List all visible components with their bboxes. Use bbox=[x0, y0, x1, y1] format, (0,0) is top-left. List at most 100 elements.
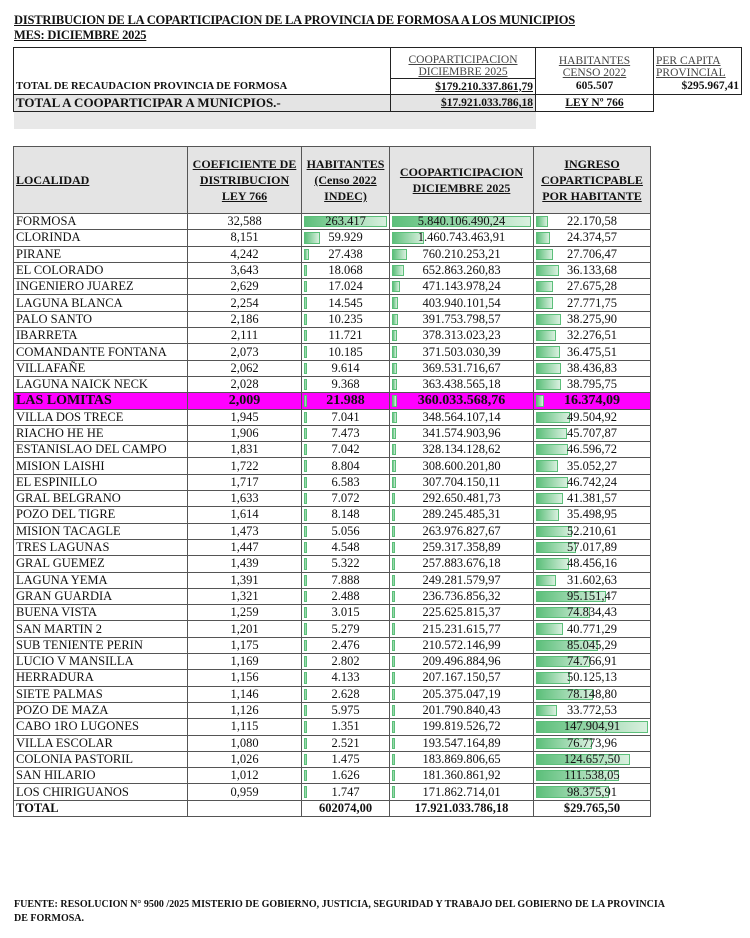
cell-value: 341.574.903,96 bbox=[422, 426, 501, 440]
cell-value: 11.721 bbox=[328, 328, 363, 343]
cell-ing: 50.125,13 bbox=[533, 669, 651, 687]
cell-value: 147.904,91 bbox=[563, 719, 621, 734]
cell-value: 5.279 bbox=[331, 621, 360, 636]
cell-coop: 183.869.806,65 bbox=[389, 750, 534, 769]
cell-loc: LAS LOMITAS bbox=[13, 392, 188, 410]
cell-ing: 35.498,95 bbox=[533, 506, 651, 524]
cell-loc: POZO DE MAZA bbox=[13, 701, 188, 720]
data-bar bbox=[392, 509, 396, 521]
data-bar bbox=[304, 574, 307, 586]
cell-coop: 171.862.714,01 bbox=[389, 783, 534, 801]
cell-value: VILLA ESCOLAR bbox=[16, 735, 113, 750]
cell-value: 27.675,28 bbox=[567, 279, 617, 294]
cell-loc: SUB TENIENTE PERIN bbox=[13, 636, 188, 655]
cell-value: 205.375.047,19 bbox=[422, 686, 501, 701]
cell-coef: 1,146 bbox=[187, 685, 302, 703]
data-bar bbox=[536, 704, 558, 717]
data-bar bbox=[304, 721, 307, 733]
data-bar bbox=[304, 460, 307, 472]
cell-value: 36.133,68 bbox=[567, 263, 617, 278]
data-bar bbox=[392, 444, 397, 456]
cell-coef: 2,254 bbox=[187, 294, 302, 312]
data-bar bbox=[392, 493, 396, 505]
table-row: POZO DEL TIGRE 1,614 8.148 289.245.485,31 35… bbox=[13, 506, 651, 524]
cell-hab: 1.747 bbox=[301, 783, 390, 801]
cell-value: 369.531.716,67 bbox=[422, 360, 501, 375]
data-bar bbox=[392, 378, 397, 391]
cell-value: 24.374,57 bbox=[567, 230, 617, 245]
data-bar bbox=[392, 330, 398, 342]
data-bar bbox=[536, 330, 557, 342]
cell-coef: 1,945 bbox=[187, 408, 302, 426]
cell-value: 2,009 bbox=[228, 393, 261, 409]
cell-value: 17.921.033.786,18 bbox=[414, 800, 509, 815]
cell-value: 49.504,92 bbox=[567, 409, 617, 424]
data-bar bbox=[392, 639, 395, 652]
cell-hab: 2.488 bbox=[301, 587, 390, 606]
data-bar bbox=[392, 297, 398, 309]
cell-value: SAN MARTIN 2 bbox=[16, 621, 103, 636]
cell-hab: 7.041 bbox=[301, 408, 390, 426]
data-bar bbox=[392, 656, 395, 668]
data-bar bbox=[392, 574, 395, 586]
cell-value: EL COLORADO bbox=[16, 263, 104, 278]
cell-ing: 24.374,57 bbox=[533, 229, 651, 247]
data-bar bbox=[304, 346, 307, 358]
data-bar bbox=[536, 248, 553, 260]
cell-coef: 1,012 bbox=[187, 767, 302, 785]
cell-value: 207.167.150,57 bbox=[422, 670, 501, 685]
data-bar bbox=[536, 639, 599, 652]
cell-coef: 1,391 bbox=[187, 571, 302, 589]
cell-value: CABO 1RO LUGONES bbox=[16, 719, 139, 734]
cell-ing: 48.456,16 bbox=[533, 555, 651, 573]
cell-loc: MISION TACAGLE bbox=[13, 522, 188, 540]
cell-value: 32.276,51 bbox=[567, 328, 617, 343]
cell-value: TOTAL bbox=[16, 800, 59, 815]
table-row: LOS CHIRIGUANOS 0,959 1.747 171.862.714,01 9… bbox=[13, 783, 651, 801]
data-bar bbox=[536, 770, 620, 782]
summary-header-per: PER CAPITA PROVINCIAL bbox=[653, 47, 742, 79]
cell-value: 59.929 bbox=[328, 230, 363, 245]
cell-value: 1,126 bbox=[230, 703, 259, 718]
cell-ing: 31.602,63 bbox=[533, 571, 651, 589]
table-row: PALO SANTO 2,186 10.235 391.753.798,57 38.27… bbox=[13, 310, 651, 329]
cell-coop: 181.360.861,92 bbox=[389, 767, 534, 785]
data-bar bbox=[304, 395, 308, 407]
cell-loc: PALO SANTO bbox=[13, 310, 188, 329]
cell-loc: SAN HILARIO bbox=[13, 767, 188, 785]
cell-loc: COLONIA PASTORIL bbox=[13, 750, 188, 769]
cell-value: BUENA VISTA bbox=[16, 605, 98, 620]
cell-coef: 1,026 bbox=[187, 750, 302, 769]
cell-value: 5.840.106.490,24 bbox=[417, 214, 506, 229]
cell-loc: FORMOSA bbox=[13, 212, 188, 231]
cell-value: 38.795,75 bbox=[567, 377, 617, 392]
cell-value: 45.707,87 bbox=[567, 426, 617, 440]
cell-ing: 41.381,57 bbox=[533, 490, 651, 508]
cell-coop: 257.883.676,18 bbox=[389, 555, 534, 573]
cell-hab: 5.056 bbox=[301, 522, 390, 540]
cell-value: 6.583 bbox=[331, 474, 360, 489]
data-bar bbox=[304, 330, 307, 342]
table-row: VILLAFAÑE 2,062 9.614 369.531.716,67 38.436,… bbox=[13, 359, 651, 377]
cell-value: 199.819.526,72 bbox=[422, 719, 501, 734]
data-bar bbox=[392, 737, 395, 749]
cell-coop: 249.281.579,97 bbox=[389, 571, 534, 589]
cell-coop: 1.460.743.463,91 bbox=[389, 229, 534, 247]
cell-value: 2,073 bbox=[230, 344, 259, 359]
table-row: LAGUNA BLANCA 2,254 14.545 403.940.101,54 27… bbox=[13, 294, 651, 312]
header-coeficiente: COEFICIENTE DE DISTRIBUCION LEY 766 bbox=[187, 146, 302, 214]
data-bar bbox=[304, 493, 307, 505]
data-bar bbox=[392, 721, 395, 733]
cell-value: 1,012 bbox=[230, 768, 259, 783]
cell-ing: 78.148,80 bbox=[533, 685, 651, 703]
cell-loc: PIRANE bbox=[13, 245, 188, 263]
cell-value: 7.888 bbox=[331, 572, 360, 587]
cell-value: 760.210.253,21 bbox=[422, 246, 501, 261]
cell-coef: 1,115 bbox=[187, 718, 302, 736]
cell-coop: 371.503.030,39 bbox=[389, 343, 534, 361]
cell-hab: 21.988 bbox=[301, 392, 390, 410]
table-row: SUB TENIENTE PERIN 1,175 2.476 210.572.146,… bbox=[13, 636, 651, 655]
summary-row1-label: TOTAL DE RECAUDACION PROVINCIA DE FORMOS… bbox=[13, 78, 391, 95]
cell-coef: 1,259 bbox=[187, 604, 302, 622]
cell-ing: $29.765,50 bbox=[533, 799, 651, 817]
